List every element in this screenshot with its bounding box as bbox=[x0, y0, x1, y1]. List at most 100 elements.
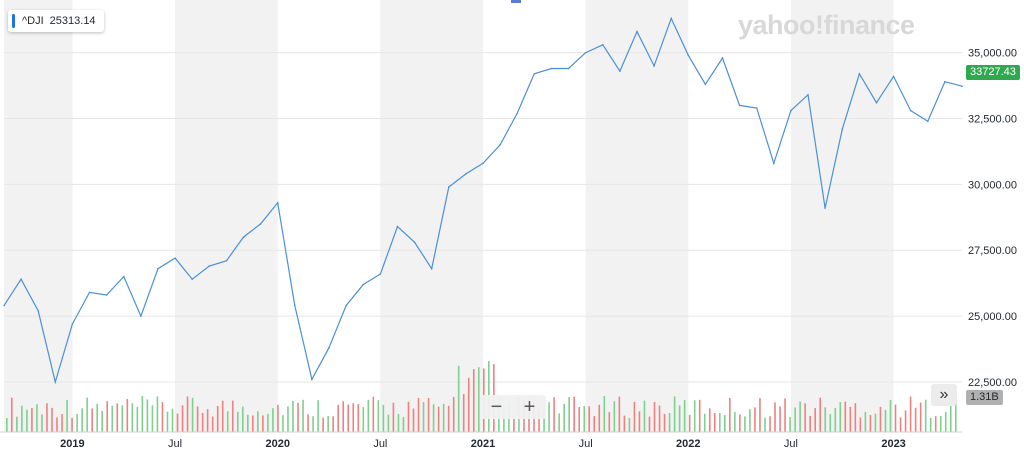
volume-bar bbox=[799, 401, 801, 432]
volume-bar bbox=[503, 406, 505, 432]
volume-bar bbox=[267, 413, 269, 432]
data-point bbox=[721, 57, 724, 59]
x-tick-label: 2021 bbox=[471, 438, 495, 450]
y-tick-label: 32,500.00 bbox=[968, 114, 1017, 126]
volume-bar bbox=[899, 417, 902, 432]
period-band bbox=[380, 0, 483, 432]
volume-bar bbox=[603, 396, 606, 432]
data-point bbox=[174, 257, 176, 259]
volume-bar bbox=[96, 403, 98, 432]
volume-bar bbox=[257, 411, 259, 432]
volume-bar bbox=[241, 406, 244, 432]
volume-bar bbox=[578, 406, 580, 432]
volume-bar bbox=[794, 407, 796, 432]
range-marker bbox=[511, 0, 521, 3]
volume-bar bbox=[693, 400, 696, 432]
volume-bar bbox=[337, 404, 339, 432]
volume-bar bbox=[698, 399, 701, 432]
volume-bar bbox=[216, 405, 219, 432]
volume-bar bbox=[754, 407, 756, 432]
volume-bar bbox=[206, 409, 209, 432]
data-point bbox=[892, 75, 895, 78]
volume-bar bbox=[347, 404, 350, 432]
volume-bar bbox=[623, 415, 626, 432]
volume-bar bbox=[352, 403, 355, 432]
data-point bbox=[311, 378, 313, 381]
volume-bar bbox=[859, 417, 862, 432]
volume-bar bbox=[437, 406, 440, 432]
volume-bar bbox=[136, 406, 139, 432]
volume-bar bbox=[282, 415, 284, 432]
volume-bar bbox=[849, 406, 852, 432]
volume-bar bbox=[91, 408, 93, 432]
volume-bar bbox=[869, 414, 872, 432]
volume-bar bbox=[954, 399, 957, 432]
volume-bar bbox=[769, 416, 771, 432]
volume-bar bbox=[111, 405, 114, 432]
volume-bar bbox=[422, 402, 425, 432]
volume-bar bbox=[633, 401, 636, 432]
data-point bbox=[105, 294, 108, 296]
volume-bar bbox=[558, 413, 560, 432]
data-point bbox=[276, 202, 279, 204]
volume-bar bbox=[894, 404, 897, 432]
data-point bbox=[841, 128, 844, 130]
volume-bar bbox=[327, 416, 329, 432]
period-band bbox=[790, 0, 894, 432]
volume-bar bbox=[252, 415, 254, 432]
zoom-control: − + bbox=[480, 395, 546, 419]
volume-bar bbox=[322, 417, 324, 432]
volume-bar bbox=[36, 404, 38, 432]
volume-bar bbox=[121, 405, 124, 432]
volume-bar bbox=[904, 410, 907, 432]
current-price-tag: 33727.43 bbox=[966, 65, 1020, 80]
jump-to-latest-button[interactable]: » bbox=[931, 384, 957, 406]
volume-bar bbox=[71, 417, 73, 432]
volume-bar bbox=[618, 396, 621, 432]
data-point bbox=[619, 70, 621, 72]
volume-bar bbox=[749, 409, 751, 432]
zoom-out-button[interactable]: − bbox=[490, 396, 503, 418]
y-tick-label: 27,500.00 bbox=[968, 245, 1017, 257]
volume-bar bbox=[713, 413, 716, 432]
data-point bbox=[824, 207, 826, 209]
volume-bar bbox=[151, 405, 154, 432]
volume-bar bbox=[6, 418, 8, 432]
data-point bbox=[345, 304, 347, 307]
volume-bar bbox=[668, 413, 671, 432]
volume-bar bbox=[397, 413, 400, 432]
volume-bar bbox=[442, 403, 445, 432]
data-point bbox=[790, 109, 792, 112]
data-point bbox=[362, 283, 365, 286]
volume-bar bbox=[643, 400, 646, 432]
volume-bar bbox=[221, 400, 224, 432]
volume-bar bbox=[889, 399, 892, 432]
data-point bbox=[944, 80, 946, 83]
volume-bar bbox=[658, 405, 661, 432]
volume-bar bbox=[528, 407, 530, 432]
volume-bar bbox=[538, 410, 540, 432]
volume-bar bbox=[653, 401, 656, 432]
data-point bbox=[961, 85, 963, 88]
volume-bar bbox=[367, 399, 370, 432]
volume-bar bbox=[307, 414, 309, 432]
volume-bar bbox=[41, 414, 43, 432]
volume-bar bbox=[874, 413, 877, 432]
volume-bar bbox=[81, 408, 83, 432]
data-point bbox=[88, 291, 91, 294]
volume-bar bbox=[929, 417, 932, 432]
data-point bbox=[567, 67, 570, 70]
zoom-in-button[interactable]: + bbox=[523, 396, 536, 418]
volume-bar bbox=[372, 396, 375, 432]
volume-bar bbox=[703, 413, 706, 432]
data-point bbox=[550, 67, 553, 70]
data-point bbox=[926, 120, 929, 122]
volume-bar bbox=[201, 412, 204, 432]
data-point bbox=[533, 72, 536, 75]
volume-bar bbox=[924, 399, 927, 432]
volume-bar bbox=[272, 408, 274, 432]
data-point bbox=[584, 51, 587, 54]
volume-bar bbox=[297, 402, 299, 432]
volume-bar bbox=[909, 396, 912, 432]
